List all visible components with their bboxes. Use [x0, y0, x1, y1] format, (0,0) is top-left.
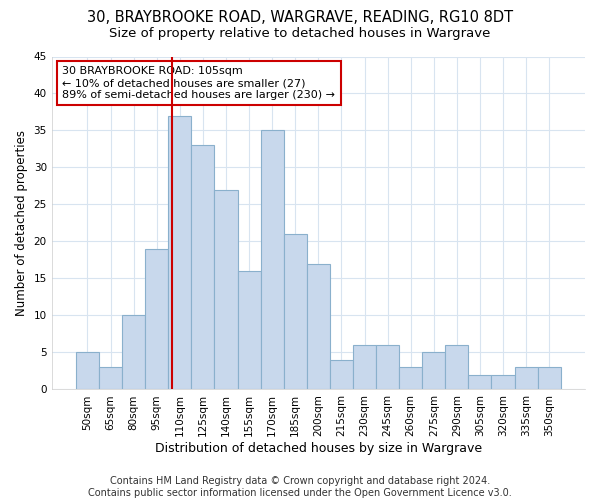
Bar	[168, 116, 191, 390]
Bar	[76, 352, 99, 390]
Bar	[376, 345, 399, 390]
Bar	[469, 374, 491, 390]
Y-axis label: Number of detached properties: Number of detached properties	[15, 130, 28, 316]
Text: Contains HM Land Registry data © Crown copyright and database right 2024.
Contai: Contains HM Land Registry data © Crown c…	[88, 476, 512, 498]
Bar	[353, 345, 376, 390]
Text: Size of property relative to detached houses in Wargrave: Size of property relative to detached ho…	[109, 28, 491, 40]
Bar	[491, 374, 515, 390]
X-axis label: Distribution of detached houses by size in Wargrave: Distribution of detached houses by size …	[155, 442, 482, 455]
Bar	[307, 264, 330, 390]
Bar	[191, 146, 214, 390]
Bar	[260, 130, 284, 390]
Bar	[99, 368, 122, 390]
Text: 30 BRAYBROOKE ROAD: 105sqm
← 10% of detached houses are smaller (27)
89% of semi: 30 BRAYBROOKE ROAD: 105sqm ← 10% of deta…	[62, 66, 335, 100]
Bar	[122, 316, 145, 390]
Bar	[399, 368, 422, 390]
Bar	[214, 190, 238, 390]
Bar	[538, 368, 561, 390]
Bar	[422, 352, 445, 390]
Bar	[515, 368, 538, 390]
Bar	[238, 271, 260, 390]
Bar	[284, 234, 307, 390]
Bar	[145, 249, 168, 390]
Bar	[330, 360, 353, 390]
Text: 30, BRAYBROOKE ROAD, WARGRAVE, READING, RG10 8DT: 30, BRAYBROOKE ROAD, WARGRAVE, READING, …	[87, 10, 513, 25]
Bar	[445, 345, 469, 390]
